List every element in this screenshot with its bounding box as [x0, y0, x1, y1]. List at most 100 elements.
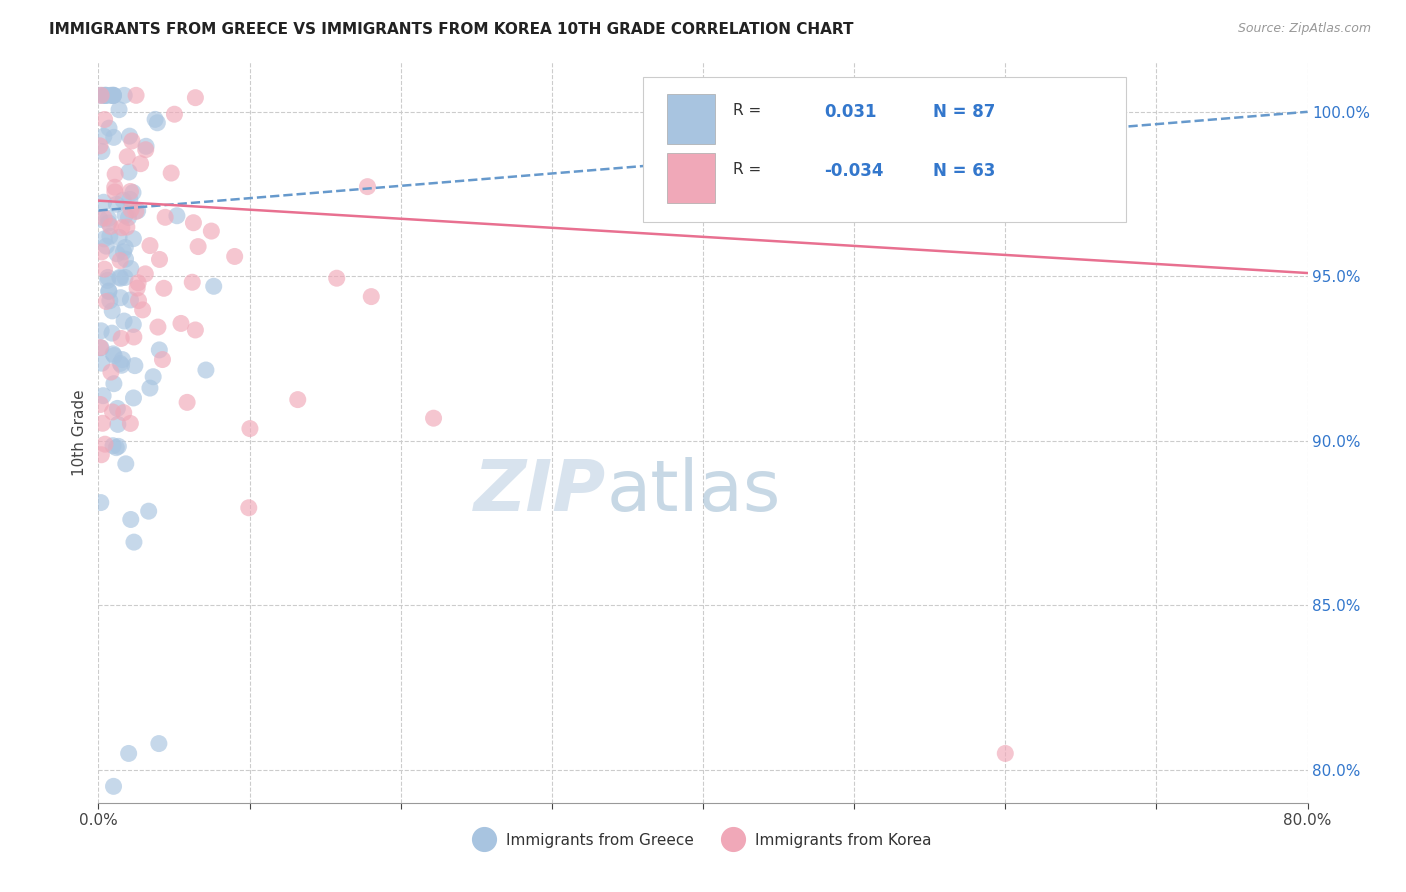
- Point: [115, 150, 138, 164]
- Point: [110, 356, 132, 370]
- Point: [89, 397, 111, 411]
- Point: [224, 250, 246, 264]
- Point: [122, 330, 145, 344]
- Point: [97, 216, 120, 230]
- Point: [104, 185, 127, 199]
- Point: [120, 512, 142, 526]
- Point: [90, 448, 112, 462]
- Point: [89, 88, 111, 103]
- Point: [108, 253, 131, 268]
- Point: [90, 341, 112, 355]
- Text: IMMIGRANTS FROM GREECE VS IMMIGRANTS FROM KOREA 10TH GRADE CORRELATION CHART: IMMIGRANTS FROM GREECE VS IMMIGRANTS FRO…: [49, 22, 853, 37]
- Point: [94, 88, 117, 103]
- Point: [94, 88, 117, 103]
- Point: [112, 314, 135, 328]
- Point: [101, 439, 124, 453]
- Point: [105, 441, 128, 455]
- Point: [90, 88, 112, 103]
- Point: [120, 417, 142, 431]
- Point: [104, 180, 127, 194]
- Point: [103, 376, 125, 391]
- Point: [153, 281, 176, 295]
- Point: [97, 284, 120, 298]
- Point: [118, 192, 141, 206]
- Point: [101, 326, 124, 340]
- Point: [117, 211, 139, 225]
- Point: [108, 230, 131, 244]
- Point: [134, 267, 156, 281]
- Text: -0.034: -0.034: [824, 162, 883, 180]
- Text: R =: R =: [734, 103, 766, 118]
- Point: [111, 193, 134, 207]
- Point: [111, 352, 134, 367]
- Point: [129, 157, 152, 171]
- Point: [135, 143, 157, 157]
- Text: N = 63: N = 63: [932, 162, 995, 180]
- Point: [181, 275, 204, 289]
- Point: [96, 239, 118, 253]
- Point: [114, 208, 136, 222]
- Point: [148, 737, 170, 751]
- Point: [176, 395, 198, 409]
- Point: [125, 204, 148, 219]
- Point: [202, 279, 225, 293]
- Point: [90, 356, 112, 370]
- Point: [200, 224, 222, 238]
- Text: 0.031: 0.031: [824, 103, 876, 121]
- Text: Source: ZipAtlas.com: Source: ZipAtlas.com: [1237, 22, 1371, 36]
- Point: [112, 244, 135, 259]
- Point: [128, 293, 150, 308]
- Point: [91, 417, 114, 431]
- Point: [93, 211, 115, 225]
- Point: [325, 271, 347, 285]
- Point: [96, 294, 118, 309]
- Point: [183, 216, 205, 230]
- Text: ZIP: ZIP: [474, 458, 606, 526]
- Point: [110, 331, 132, 345]
- Point: [239, 421, 262, 435]
- Point: [120, 202, 142, 217]
- Point: [105, 197, 128, 211]
- Point: [120, 293, 142, 307]
- Point: [114, 252, 136, 266]
- Point: [103, 349, 125, 363]
- Point: [104, 167, 127, 181]
- Point: [184, 323, 207, 337]
- Point: [139, 381, 162, 395]
- Point: [153, 211, 176, 225]
- Point: [131, 302, 153, 317]
- Point: [122, 232, 145, 246]
- Point: [90, 324, 112, 338]
- Point: [122, 318, 145, 332]
- Point: [97, 285, 120, 299]
- Point: [138, 504, 160, 518]
- Point: [148, 343, 170, 357]
- Point: [127, 276, 149, 290]
- Point: [194, 363, 217, 377]
- Point: [94, 437, 117, 451]
- Point: [90, 145, 112, 159]
- Point: [184, 90, 207, 104]
- Point: [120, 261, 142, 276]
- Point: [101, 347, 124, 361]
- Point: [100, 219, 122, 234]
- Point: [146, 320, 169, 334]
- Point: [103, 88, 125, 103]
- Point: [111, 220, 134, 235]
- FancyBboxPatch shape: [666, 153, 716, 203]
- Point: [127, 281, 149, 295]
- Point: [91, 88, 114, 103]
- Point: [142, 369, 165, 384]
- Point: [103, 88, 125, 103]
- Point: [110, 271, 132, 285]
- Point: [120, 185, 142, 199]
- Point: [160, 166, 183, 180]
- Point: [122, 535, 145, 549]
- Point: [101, 405, 124, 419]
- Point: [422, 411, 444, 425]
- Point: [98, 293, 121, 308]
- Point: [98, 121, 121, 136]
- Point: [103, 780, 125, 794]
- Point: [114, 270, 136, 285]
- Point: [108, 103, 131, 117]
